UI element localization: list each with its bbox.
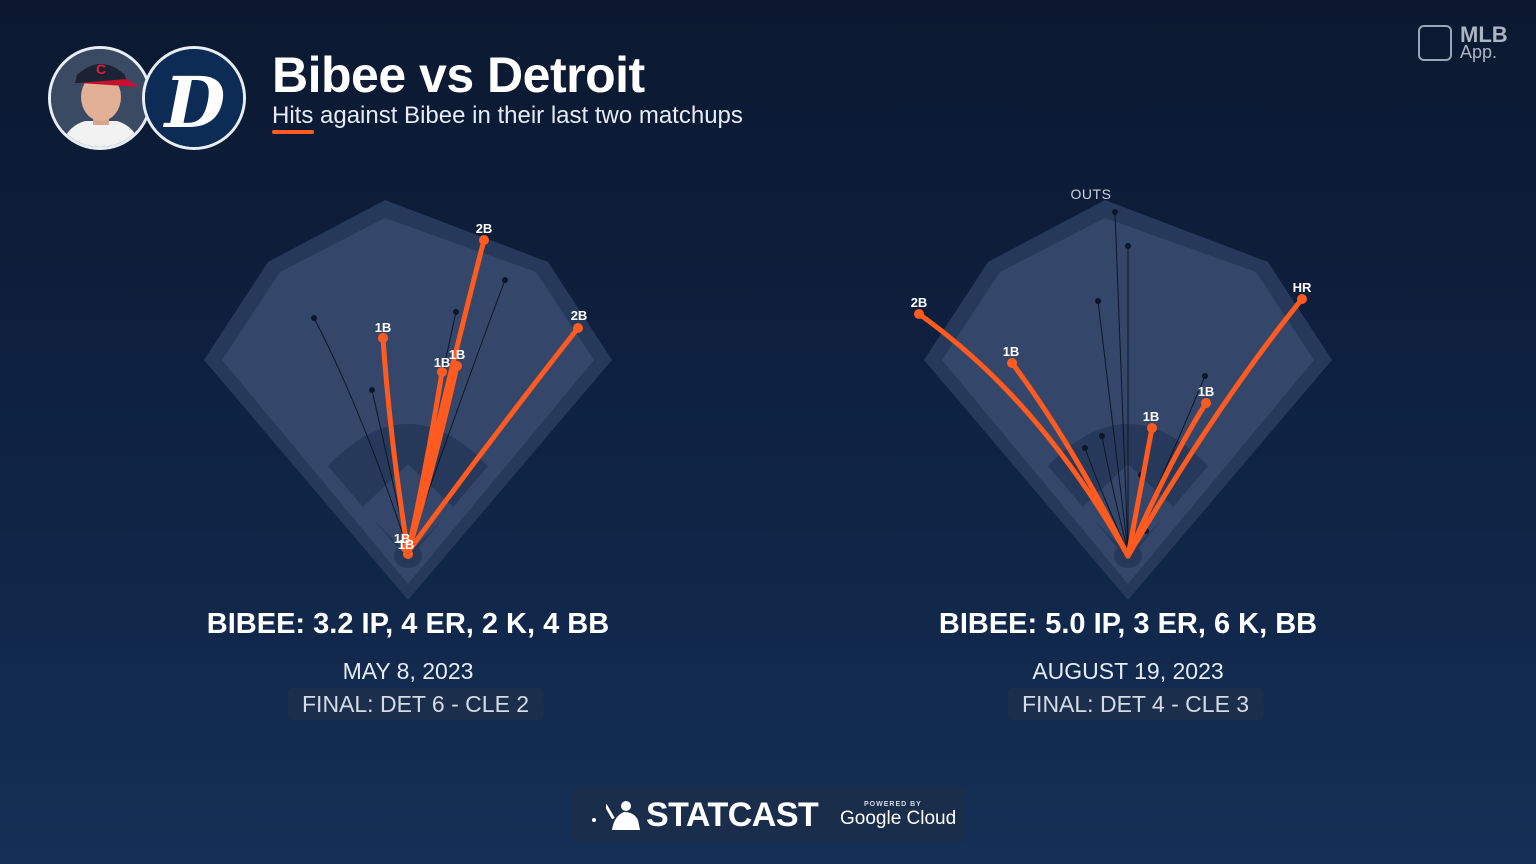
hit-line: [1125, 296, 1305, 559]
hit-label: 2B: [911, 295, 928, 310]
out-marker: [1125, 243, 1131, 249]
hit-label: HR: [1293, 280, 1312, 295]
hit-trajectories: [380, 237, 581, 555]
batter-silhouette-icon: [606, 801, 640, 830]
detroit-tigers-logo-icon: D: [145, 49, 243, 147]
hit-marker: [378, 333, 388, 343]
hit-label: 2B: [476, 221, 493, 236]
out-marker: [453, 309, 459, 315]
hit-line: [1125, 425, 1155, 559]
app-badge-line2: App.: [1460, 42, 1498, 62]
spray-chart-game-2: OUTS: [911, 186, 1332, 600]
hit-marker: [479, 235, 489, 245]
hit-label: 1B: [394, 531, 411, 546]
hit-line: [1125, 400, 1209, 559]
out-marker: [1112, 209, 1118, 215]
google-cloud-wordmark: Google Cloud: [840, 808, 957, 829]
player-headshot-icon: C: [51, 49, 149, 147]
hit-marker: [1201, 398, 1211, 408]
hit-marker: [452, 361, 462, 371]
out-marker: [1099, 433, 1105, 439]
mlb-logo-icon: [1418, 25, 1452, 61]
hit-label: 1B: [398, 537, 415, 552]
out-marker: [502, 277, 508, 283]
hit-line: [916, 311, 1131, 559]
hit-line: [405, 325, 581, 555]
hit-trajectories: [916, 296, 1305, 559]
game-1-date: MAY 8, 2023: [342, 658, 474, 684]
page-subtitle: Hits against Bibee in their last two mat…: [272, 102, 743, 129]
field-outfield: [222, 218, 594, 584]
game-2-final-score: FINAL: DET 4 - CLE 3: [1008, 688, 1264, 720]
hit-label: 1B: [434, 355, 451, 370]
game-2-stats: BIBEE: 5.0 IP, 3 ER, 6 K, BB: [938, 608, 1318, 640]
spray-chart-game-1: 2B 2B 1B 1B 1B 1B 1B: [204, 200, 612, 600]
hit-label: 1B: [1198, 384, 1215, 399]
page-title: Bibee vs Detroit: [272, 47, 645, 103]
game-2-date: AUGUST 19, 2023: [1032, 658, 1224, 684]
game-1-final-score: FINAL: DET 6 - CLE 2: [288, 688, 544, 720]
hit-line: [380, 335, 411, 555]
subtitle-accent-bar: [272, 130, 314, 134]
game-1-stats: BIBEE: 3.2 IP, 4 ER, 2 K, 4 BB: [206, 608, 610, 640]
statcast-badge: STATCAST POWERED BY Google Cloud: [572, 788, 965, 842]
team-logo: D: [142, 46, 246, 150]
out-marker: [1202, 373, 1208, 379]
dot-icon: [592, 818, 596, 822]
hit-label: 1B: [1003, 344, 1020, 359]
hit-marker: [1147, 423, 1157, 433]
hit-line: [1009, 360, 1131, 559]
out-marker: [1095, 298, 1101, 304]
hit-label: 1B: [375, 320, 392, 335]
outs-label: OUTS: [1071, 186, 1112, 202]
svg-text:D: D: [163, 61, 226, 144]
hit-marker: [403, 549, 413, 559]
powered-by-label: POWERED BY: [864, 801, 922, 808]
hit-label: 1B: [1143, 409, 1160, 424]
hit-marker: [437, 367, 447, 377]
out-marker: [311, 315, 317, 321]
app-badge-line1: MLB: [1460, 22, 1508, 47]
hit-marker: [573, 323, 583, 333]
out-marker: [369, 387, 375, 393]
svg-text:C: C: [96, 61, 106, 77]
out-marker: [1082, 445, 1088, 451]
hit-marker: [914, 309, 924, 319]
mlb-app-badge: MLB App.: [1418, 22, 1518, 64]
hit-marker: [1297, 294, 1307, 304]
field-infield-grass: [362, 464, 454, 554]
statcast-wordmark: STATCAST: [646, 796, 819, 834]
hit-label: 1B: [449, 347, 466, 362]
hit-marker: [1007, 358, 1017, 368]
hit-label: 2B: [571, 308, 588, 323]
hit-line: [405, 363, 460, 555]
player-avatar: C: [48, 46, 152, 150]
